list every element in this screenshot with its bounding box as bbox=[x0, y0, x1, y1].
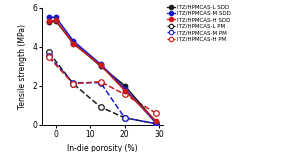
Legend: ITZ/HPMCAS-L SDD, ITZ/HPMCAS-M SDD, ITZ/HPMCAS-H SDD, ITZ/HPMCAS-L PM, ITZ/HPMCA: ITZ/HPMCAS-L SDD, ITZ/HPMCAS-M SDD, ITZ/… bbox=[166, 5, 231, 41]
Y-axis label: Tensile strength (MPa): Tensile strength (MPa) bbox=[18, 24, 27, 109]
X-axis label: In-die porosity (%): In-die porosity (%) bbox=[67, 144, 138, 152]
